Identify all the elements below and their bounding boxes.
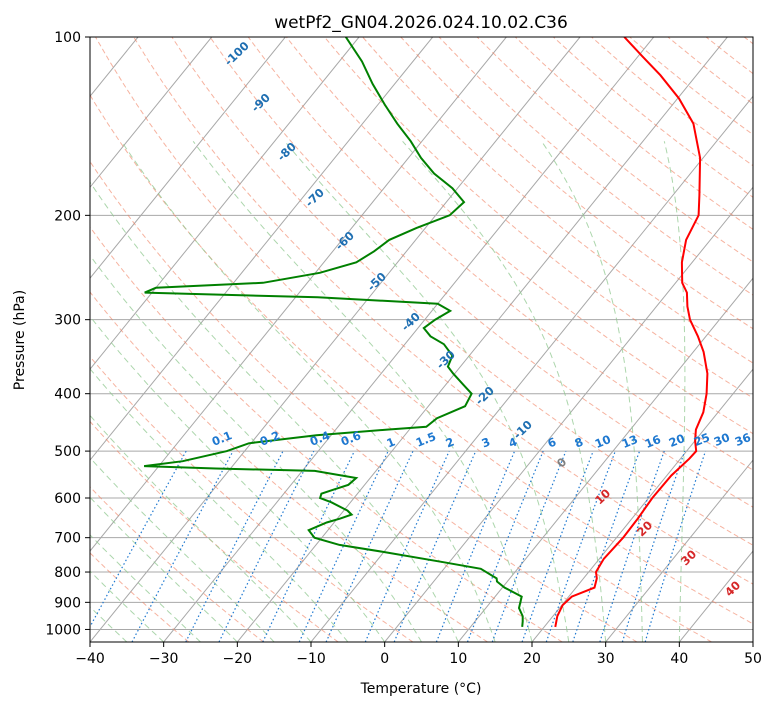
mixing-ratio-line bbox=[521, 450, 594, 642]
mixing-ratio-label: 13 bbox=[620, 432, 640, 451]
x-tick-label: 10 bbox=[449, 651, 467, 667]
moist-adiabat-line bbox=[663, 141, 686, 642]
isotherm-grid bbox=[90, 37, 753, 642]
x-tick-label: 0 bbox=[380, 651, 389, 667]
mixing-ratio-label: 20 bbox=[667, 431, 687, 450]
chart-title: wetPf2_GN04.2026.024.10.02.C36 bbox=[274, 13, 568, 33]
y-tick-label: 900 bbox=[54, 595, 81, 611]
moist-adiabat-line bbox=[90, 414, 312, 642]
mixing-ratio-line bbox=[572, 450, 641, 642]
isotherm-line bbox=[163, 37, 655, 642]
moist-adiabat-line bbox=[90, 181, 459, 642]
mixing-ratio-label: 36 bbox=[733, 430, 753, 449]
dry-adiabat-line bbox=[90, 226, 563, 642]
isotherm-line bbox=[90, 37, 434, 461]
isotherm-line bbox=[605, 459, 753, 642]
dry-adiabat-line bbox=[90, 420, 339, 642]
mixing-ratio-line bbox=[435, 450, 516, 642]
dry-adiabat-line bbox=[362, 37, 753, 364]
x-axis-label: Temperature (°C) bbox=[360, 681, 482, 697]
dry-adiabat-line bbox=[95, 37, 753, 625]
mixing-ratio-lines bbox=[90, 450, 707, 642]
isotherm-line bbox=[90, 37, 286, 280]
x-tick-label: 30 bbox=[597, 651, 615, 667]
dry-adiabat-line bbox=[324, 37, 753, 399]
dry-adiabat-line bbox=[247, 37, 753, 471]
isotherm-line bbox=[90, 37, 213, 189]
moist-adiabat-line bbox=[90, 254, 422, 642]
isotherm-line bbox=[384, 186, 753, 642]
y-tick-label: 200 bbox=[54, 208, 81, 224]
plot-frame bbox=[89, 36, 754, 643]
temperature-line bbox=[554, 37, 709, 628]
dry-adiabat-line bbox=[438, 37, 753, 296]
mixing-ratio-line bbox=[491, 450, 567, 642]
moist-adiabat-line bbox=[90, 496, 238, 642]
y-axis-label: Pressure (hPa) bbox=[12, 290, 28, 390]
isotherm-line bbox=[236, 37, 728, 642]
mixing-ratio-label: 30 bbox=[712, 430, 732, 449]
moist-adiabat-line bbox=[90, 368, 349, 642]
mixing-ratio-line bbox=[621, 450, 686, 642]
isotherm-line bbox=[90, 37, 507, 552]
mixing-ratio-line bbox=[218, 450, 315, 642]
isotherm-line bbox=[531, 368, 753, 642]
x-tick-label: 40 bbox=[670, 651, 688, 667]
y-axis-ticks: 100 200 300 400 500 600 700 800 900 1000 bbox=[45, 30, 90, 638]
dry-adiabat-line bbox=[90, 94, 712, 642]
mixing-ratio-line bbox=[185, 450, 284, 642]
x-tick-label: −40 bbox=[75, 651, 105, 667]
mixing-ratio-line bbox=[599, 450, 665, 642]
mixing-ratio-line bbox=[90, 450, 187, 629]
isobar-grid bbox=[90, 37, 753, 630]
moist-adiabat-line bbox=[90, 457, 275, 642]
sounding-profiles bbox=[143, 37, 709, 628]
moist-adiabat-line bbox=[284, 140, 570, 642]
moist-adiabat-line bbox=[121, 141, 496, 642]
dry-adiabat-line bbox=[90, 552, 190, 642]
mixing-ratio-label: 10 bbox=[593, 432, 613, 451]
x-tick-label: 50 bbox=[744, 651, 762, 667]
dry-adiabat-line bbox=[90, 355, 414, 642]
dry-adiabat-line bbox=[90, 291, 488, 642]
x-tick-label: −30 bbox=[149, 651, 179, 667]
x-tick-label: 20 bbox=[523, 651, 541, 667]
dry-adiabat-line bbox=[133, 37, 753, 585]
moist-adiabat-line bbox=[541, 141, 643, 642]
dewpoint-line bbox=[143, 37, 524, 627]
dry-adiabat-line bbox=[209, 37, 753, 508]
mixing-ratio-line bbox=[364, 450, 450, 642]
isotherm-line bbox=[457, 277, 753, 642]
mixing-ratio-line bbox=[644, 450, 707, 642]
y-tick-label: 600 bbox=[54, 491, 81, 507]
moist-adiabat-line bbox=[402, 140, 607, 642]
mixing-ratio-label: 25 bbox=[692, 430, 712, 449]
y-tick-label: 100 bbox=[54, 30, 81, 46]
y-tick-label: 300 bbox=[54, 313, 81, 329]
y-tick-label: 400 bbox=[54, 387, 81, 403]
x-tick-label: −20 bbox=[223, 651, 253, 667]
mixing-ratio-label: 16 bbox=[643, 432, 663, 451]
y-tick-label: 800 bbox=[54, 565, 81, 581]
mixing-ratio-line bbox=[393, 450, 477, 642]
mixing-ratio-line bbox=[545, 450, 616, 642]
y-tick-label: 1000 bbox=[45, 622, 81, 638]
isotherm-line bbox=[90, 37, 360, 370]
mixing-ratio-line bbox=[131, 450, 234, 642]
mixing-ratio-line bbox=[466, 450, 544, 642]
x-axis-ticks: −40 −30 −20 −10 0 10 20 30 40 50 bbox=[75, 642, 762, 667]
plot-area: -100-90-80-70-60-50-40-30-20-10010203040… bbox=[90, 37, 753, 642]
y-tick-label: 700 bbox=[54, 531, 81, 547]
x-tick-label: −10 bbox=[296, 651, 326, 667]
y-tick-label: 500 bbox=[54, 444, 81, 460]
moist-adiabat-line bbox=[192, 141, 533, 642]
